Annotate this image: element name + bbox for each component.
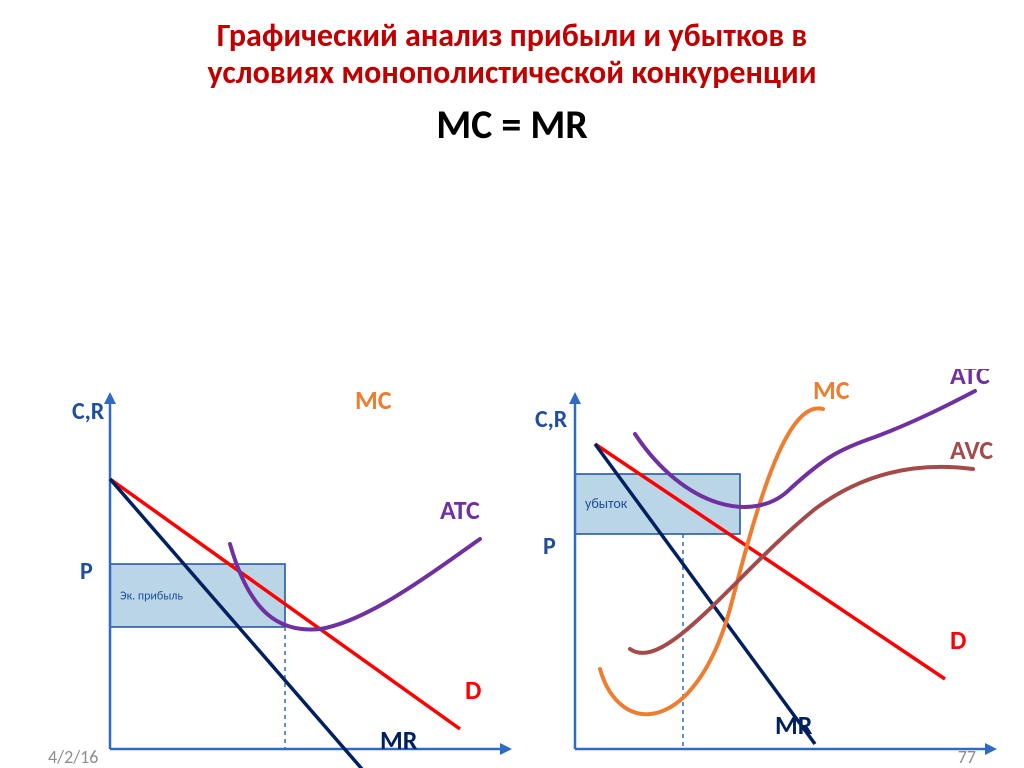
svg-text:ATC: ATC (440, 494, 480, 526)
svg-text:ATC: ATC (950, 369, 990, 391)
right-chart: убытокDMRATCMCAVCC,RQPQопт (515, 369, 1024, 768)
svg-text:MC: MC (355, 384, 392, 416)
svg-text:D: D (950, 624, 966, 656)
svg-text:Q: Q (455, 762, 473, 768)
svg-text:убыток: убыток (585, 495, 628, 512)
svg-text:Qопт: Qопт (645, 765, 697, 768)
svg-text:C,R: C,R (535, 405, 568, 434)
svg-text:AVC: AVC (950, 434, 993, 466)
slide-title: Графический анализ прибыли и убытков в у… (0, 0, 1024, 92)
svg-text:MC: MC (813, 374, 850, 406)
title-line-2: условиях монополистической конкуренции (0, 55, 1024, 92)
title-line-1: Графический анализ прибыли и убытков в (0, 18, 1024, 55)
svg-text:D: D (465, 674, 481, 706)
footer-page: 77 (958, 746, 976, 768)
svg-text:MR: MR (380, 724, 418, 756)
left-chart: Эк. прибыль D MR ATC MC C,R Q P Qопт (50, 369, 550, 768)
equation: MC = MR (0, 100, 1024, 149)
svg-text:Эк. прибыль: Эк. прибыль (120, 589, 183, 603)
svg-text:MR: MR (775, 709, 813, 741)
svg-text:P: P (543, 532, 556, 561)
footer-date: 4/2/16 (48, 746, 98, 768)
svg-text:P: P (80, 557, 93, 586)
svg-text:C,R: C,R (72, 397, 105, 426)
svg-text:Qопт: Qопт (250, 762, 302, 768)
